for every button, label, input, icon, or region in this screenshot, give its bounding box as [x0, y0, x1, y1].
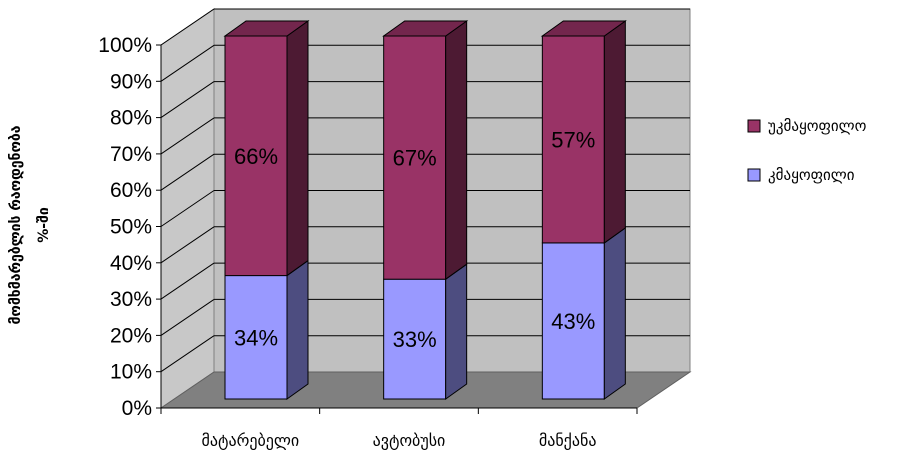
y-tick-label: 80%	[110, 107, 152, 130]
bar-side-face	[445, 263, 468, 400]
y-axis-title-line-2: %-ში	[36, 207, 52, 243]
bar-side-face	[445, 20, 468, 281]
category-labels: მატარებელი ავტობუსი მანქანა	[202, 431, 597, 450]
bar-side-face	[603, 226, 626, 400]
bar-segment-dissatisfied: 67%	[382, 20, 469, 281]
gridline-side	[160, 153, 215, 191]
y-tick-label: 40%	[110, 252, 152, 275]
bar-side-face	[603, 20, 626, 244]
bar-front-face	[541, 242, 605, 400]
bar-top-face	[540, 20, 627, 37]
legend-label-satisfied: კმაყოფილი	[768, 166, 855, 184]
legend: უკმაყოფილო კმაყოფილი	[747, 117, 867, 184]
y-tick-labels: 0% 10% 20% 30% 40% 50% 60% 70% 80% 90% 100%	[98, 34, 161, 420]
y-tick-label: 20%	[110, 324, 152, 347]
y-tick-label: 70%	[110, 143, 152, 166]
y-tick-label: 60%	[110, 179, 152, 202]
bar-front-face	[541, 35, 605, 244]
bar-segment-satisfied: 43%	[541, 226, 626, 400]
data-label: 33%	[393, 327, 437, 352]
gridline-side	[160, 226, 215, 264]
data-label: 57%	[551, 127, 595, 152]
gridline-side	[160, 81, 215, 119]
y-tick-label: 90%	[110, 70, 152, 93]
bar-side-face	[286, 20, 309, 277]
data-label: 66%	[234, 144, 278, 169]
x-tick-marks	[160, 408, 638, 414]
bars: 34% 66% 33% 67% 43% 57%	[223, 20, 627, 400]
x-category-label: მანქანა	[539, 431, 597, 450]
bar-front-face	[224, 275, 288, 400]
gridline-side	[160, 44, 215, 82]
bar-top-face	[382, 20, 469, 37]
gridline-side	[160, 335, 215, 373]
bar-segment-satisfied: 34%	[224, 259, 309, 400]
bar-segment-dissatisfied: 66%	[223, 20, 310, 277]
bar-front-face	[383, 35, 447, 280]
x-category-label: ავტობუსი	[373, 431, 446, 450]
gridline-side	[160, 298, 215, 336]
data-label: 34%	[234, 325, 278, 350]
data-label: 67%	[393, 146, 437, 171]
bar-side-face	[286, 259, 309, 400]
y-tick-label: 50%	[110, 216, 152, 239]
bar-front-face	[224, 35, 288, 277]
legend-swatch-dissatisfied	[747, 119, 761, 133]
y-axis-title-line-1: მომხმარებლის რაოდენობა	[8, 125, 24, 324]
bar-top-face	[223, 20, 310, 37]
legend-swatch-satisfied	[747, 168, 761, 182]
y-tick-label: 10%	[110, 361, 152, 384]
legend-label-dissatisfied: უკმაყოფილო	[768, 117, 867, 135]
gridline-side	[160, 262, 215, 300]
y-axis-title: მომხმარებლის რაოდენობა %-ში	[8, 125, 52, 324]
y-tick-label: 100%	[98, 34, 152, 57]
bar-segment-satisfied: 33%	[383, 263, 468, 400]
bar-segment-dissatisfied: 57%	[540, 20, 627, 244]
gridline-side	[160, 190, 215, 227]
y-tick-label: 30%	[110, 288, 152, 311]
data-label: 43%	[551, 309, 595, 334]
x-category-label: მატარებელი	[202, 431, 300, 450]
gridline-side	[160, 117, 215, 155]
gridline-side	[160, 8, 215, 46]
y-tick-label: 0%	[122, 397, 152, 420]
